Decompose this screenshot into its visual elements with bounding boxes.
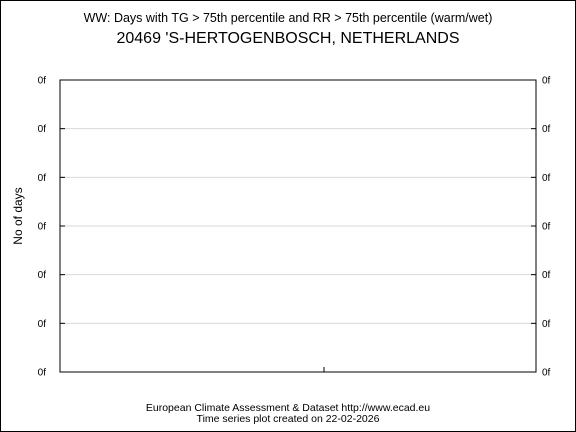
y-tick-label-right: 0f xyxy=(542,124,551,135)
y-tick-label-right: 0f xyxy=(542,76,551,87)
y-tick-label-left: 0f xyxy=(38,368,47,379)
y-tick-label-right: 0f xyxy=(542,270,551,281)
y-tick-label-left: 0f xyxy=(38,173,47,184)
chart-subtitle: 20469 'S-HERTOGENBOSCH, NETHERLANDS xyxy=(116,30,459,47)
chart-title: WW: Days with TG > 75th percentile and R… xyxy=(84,11,493,25)
y-axis-left: 0f 0f 0f 0f 0f 0f 0f xyxy=(38,76,65,379)
y-tick-label-left: 0f xyxy=(38,76,47,87)
y-axis-right: 0f 0f 0f 0f 0f 0f 0f xyxy=(531,76,551,379)
y-axis-label: No of days xyxy=(11,187,25,244)
y-tick-label-right: 0f xyxy=(542,368,551,379)
y-tick-label-left: 0f xyxy=(38,319,47,330)
y-tick-label-left: 0f xyxy=(38,222,47,233)
gridlines xyxy=(60,128,536,324)
y-tick-label-left: 0f xyxy=(38,124,47,135)
y-tick-label-right: 0f xyxy=(542,222,551,233)
y-tick-label-left: 0f xyxy=(38,270,47,281)
y-tick-label-right: 0f xyxy=(542,319,551,330)
footer-created: Time series plot created on 22-02-2026 xyxy=(197,413,380,425)
y-tick-label-right: 0f xyxy=(542,173,551,184)
footer-source: European Climate Assessment & Dataset ht… xyxy=(146,402,430,414)
